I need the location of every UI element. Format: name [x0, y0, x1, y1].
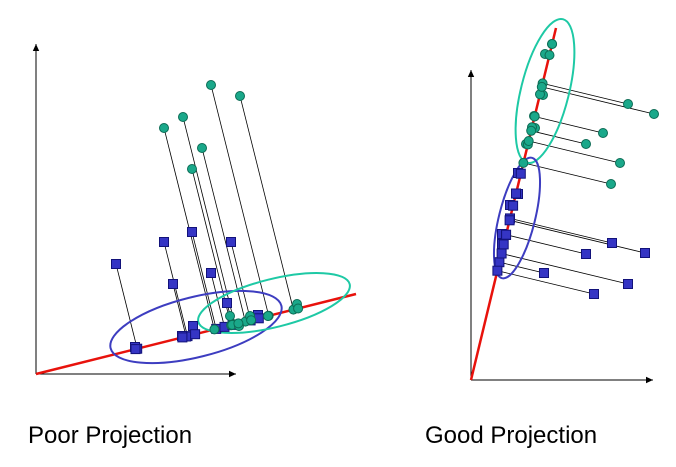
left-square-projected-point	[130, 344, 141, 355]
right-square-projected-point	[496, 248, 507, 259]
right-square-data-point	[640, 248, 650, 258]
right-circle-data-point	[598, 128, 608, 138]
right-connector	[531, 130, 587, 145]
right-circle-data-point	[606, 179, 616, 189]
right-connector	[541, 86, 655, 115]
left-projection-connectors	[115, 84, 299, 350]
right-connector	[534, 116, 604, 134]
left-square-data-point	[222, 298, 232, 308]
left-circle-projected-point	[293, 303, 304, 314]
right-square-data-point	[623, 279, 633, 289]
left-circle-projected-point	[263, 311, 273, 321]
left-circle-data-point	[225, 311, 235, 321]
poor-projection-panel	[32, 44, 357, 378]
left-connector	[210, 84, 270, 316]
right-square-data-point	[539, 268, 549, 278]
right-circle-projected-point	[523, 136, 534, 146]
left-connector	[163, 241, 188, 337]
right-square-projected-point	[511, 188, 521, 199]
right-square-data-point	[581, 249, 591, 259]
left-circle-data-point	[159, 123, 169, 133]
left-connector	[201, 147, 246, 322]
left-square-data-point	[187, 227, 197, 237]
left-connector	[115, 263, 138, 349]
right-square-data-point	[607, 238, 617, 248]
good-projection-caption: Good Projection	[425, 422, 598, 449]
right-square-projected-point	[498, 239, 509, 250]
left-square-data-point	[168, 279, 178, 289]
right-square-cluster-ellipse	[492, 156, 542, 280]
poor-projection-caption: Poor Projection	[28, 422, 193, 449]
left-circle-projected-point	[209, 324, 220, 335]
right-square-projected-point	[504, 215, 515, 226]
right-square-projected-point	[494, 257, 505, 268]
right-circle-data-point	[581, 139, 591, 149]
right-square-projected-point	[492, 265, 503, 276]
right-connector	[528, 140, 621, 164]
right-circle-projected-point	[547, 39, 558, 49]
left-square-cluster-ellipse	[109, 289, 283, 365]
left-circle-cluster-ellipse	[197, 272, 351, 334]
left-square-data-point	[111, 259, 121, 269]
left-circle-data-point	[178, 112, 188, 122]
right-connector	[497, 270, 595, 295]
left-circle-data-point	[206, 80, 216, 90]
left-square-data-point	[206, 268, 216, 278]
right-connector	[542, 83, 629, 105]
right-circle-projected-point	[536, 81, 547, 92]
left-square-projected-point	[190, 329, 201, 340]
right-connector	[509, 218, 613, 244]
right-square-projected-point	[515, 168, 526, 179]
right-connector	[509, 219, 646, 254]
left-circle-projected-point	[246, 315, 257, 326]
left-square-data-point	[226, 237, 236, 247]
left-connector	[230, 241, 251, 321]
right-circle-projected-point	[544, 50, 555, 61]
left-circle-projected-point	[233, 318, 244, 329]
left-connector	[172, 283, 187, 337]
right-connector	[506, 234, 587, 255]
left-connector	[239, 95, 294, 310]
right-connector	[499, 261, 545, 274]
left-circle-data-point	[197, 143, 207, 153]
left-points	[111, 80, 304, 355]
left-square-data-point	[188, 321, 198, 331]
right-square-projected-point	[501, 229, 512, 240]
right-circle-projected-point	[526, 125, 537, 136]
right-square-data-point	[589, 289, 599, 299]
left-connector	[191, 231, 217, 329]
right-circle-data-point	[615, 158, 625, 168]
left-circle-data-point	[187, 164, 197, 174]
right-circle-projected-point	[518, 157, 529, 168]
right-circle-projected-point	[529, 111, 540, 122]
left-connector	[182, 116, 236, 325]
right-circle-data-point	[623, 99, 633, 109]
left-circle-data-point	[235, 91, 245, 101]
right-square-projected-point	[508, 200, 519, 211]
good-projection-panel	[467, 17, 659, 384]
right-points	[492, 39, 659, 299]
right-connector	[501, 253, 629, 285]
left-square-data-point	[159, 237, 169, 247]
right-connector	[523, 162, 612, 185]
right-circle-data-point	[649, 109, 659, 119]
left-square-projected-point	[177, 332, 188, 343]
